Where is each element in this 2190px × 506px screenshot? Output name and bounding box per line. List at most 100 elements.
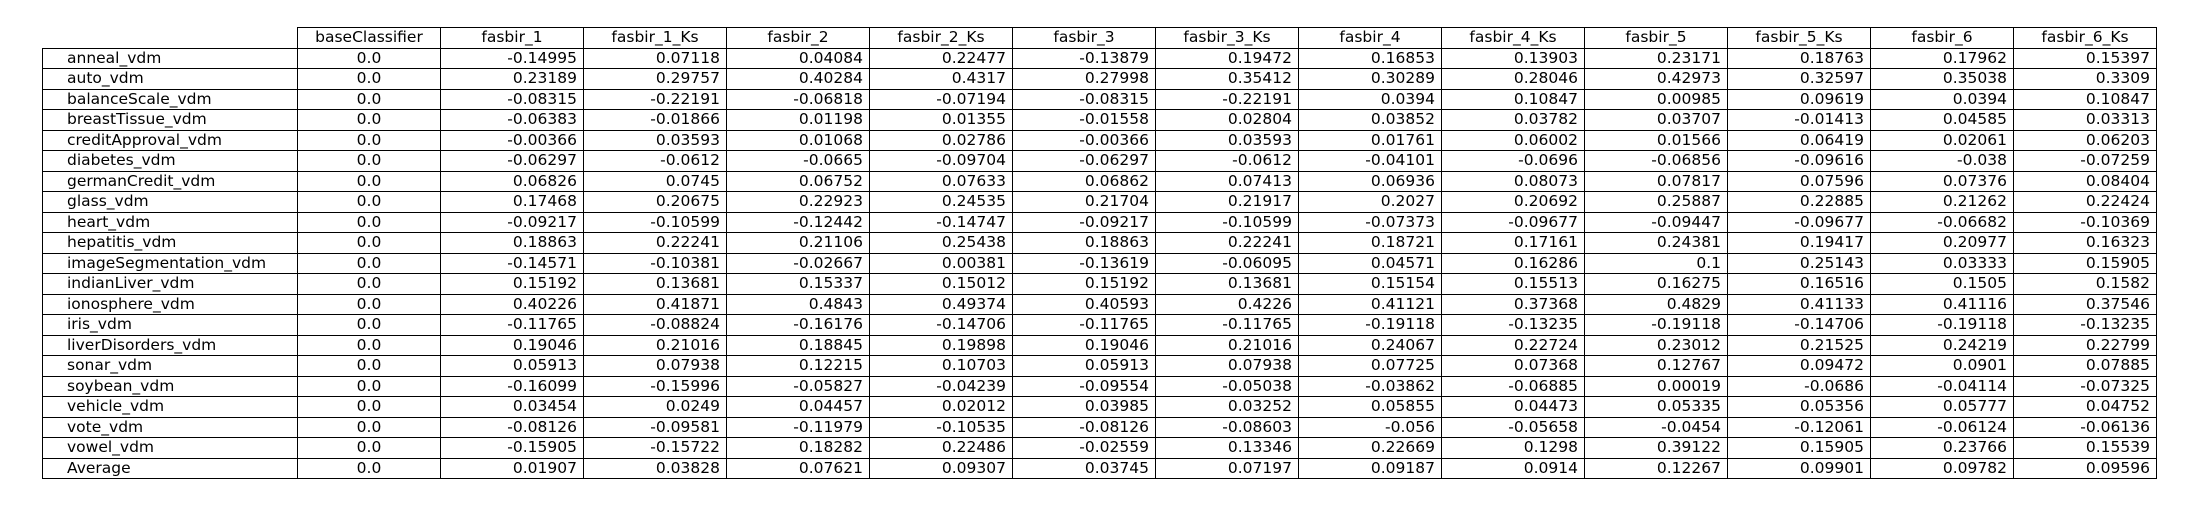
- table-cell: -0.00366: [440, 129, 584, 151]
- table-cell: 0.1505: [1870, 273, 2014, 295]
- table-cell: -0.02667: [726, 252, 870, 274]
- table-cell: 0.24219: [1870, 334, 2014, 356]
- table-cell: 0.15337: [726, 273, 870, 295]
- table-row: soybean_vdm 0.0 -0.16099 -0.15996 -0.05827 -0…: [42, 375, 2157, 397]
- table-cell: 0.18763: [1727, 47, 1871, 69]
- table-cell: -0.01558: [1012, 109, 1156, 131]
- table-row: breastTissue_vdm 0.0 -0.06383 -0.01866 0.011…: [42, 109, 2157, 131]
- table-cell: 0.0: [297, 314, 441, 336]
- table-cell: 0.07413: [1155, 170, 1299, 192]
- table-cell: 0.15513: [1441, 273, 1585, 295]
- table-cell: -0.04101: [1298, 150, 1442, 172]
- table-cell: 0.15012: [869, 273, 1013, 295]
- table-cell: 0.01761: [1298, 129, 1442, 151]
- results-table: baseClassifier fasbir_1 fasbir_1_Ks fasbir_…: [42, 27, 2157, 479]
- table-cell: 0.30289: [1298, 68, 1442, 90]
- table-cell: -0.22191: [583, 88, 727, 110]
- table-cell: -0.09554: [1012, 375, 1156, 397]
- table-cell: 0.39122: [1584, 437, 1728, 459]
- table-cell: 0.35412: [1155, 68, 1299, 90]
- table-cell: -0.07194: [869, 88, 1013, 110]
- table-cell: -0.09677: [1441, 211, 1585, 233]
- table-cell: -0.11979: [726, 416, 870, 438]
- table-cell: 0.24381: [1584, 232, 1728, 254]
- table-cell: 0.0745: [583, 170, 727, 192]
- table-cell: -0.16176: [726, 314, 870, 336]
- table-cell: 0.0249: [583, 396, 727, 418]
- table-row: heart_vdm 0.0 -0.09217 -0.10599 -0.12442 -0.1…: [42, 211, 2157, 233]
- table-cell: 0.25438: [869, 232, 1013, 254]
- table-cell: 0.19472: [1155, 47, 1299, 69]
- table-cell: -0.09217: [440, 211, 584, 233]
- table-cell: 0.27998: [1012, 68, 1156, 90]
- table-cell: -0.08126: [440, 416, 584, 438]
- table-cell: 0.0: [297, 170, 441, 192]
- table-cell: 0.4843: [726, 293, 870, 315]
- table-cell: 0.41121: [1298, 293, 1442, 315]
- corner-cell: [42, 27, 298, 49]
- table-cell: 0.20675: [583, 191, 727, 213]
- table-cell: 0.40226: [440, 293, 584, 315]
- table-cell: 0.22241: [1155, 232, 1299, 254]
- table-cell: 0.09782: [1870, 457, 2014, 479]
- table-row: vote_vdm 0.0 -0.08126 -0.09581 -0.11979 -0.10…: [42, 416, 2157, 438]
- row-label: imageSegmentation_vdm: [42, 252, 298, 274]
- table-cell: 0.19898: [869, 334, 1013, 356]
- table-cell: 0.29757: [583, 68, 727, 90]
- table-cell: 0.03593: [1155, 129, 1299, 151]
- table-cell: -0.11765: [1155, 314, 1299, 336]
- table-cell: -0.19118: [1870, 314, 2014, 336]
- table-cell: 0.03985: [1012, 396, 1156, 418]
- table-cell: 0.0: [297, 355, 441, 377]
- table-cell: -0.13619: [1012, 252, 1156, 274]
- table-cell: 0.13346: [1155, 437, 1299, 459]
- table-cell: 0.04752: [2013, 396, 2157, 418]
- table-cell: -0.06885: [1441, 375, 1585, 397]
- table-cell: 0.24535: [869, 191, 1013, 213]
- average-row: Average 0.0 0.01907 0.03828 0.07621 0.09307 0.…: [42, 457, 2157, 479]
- table-cell: -0.14571: [440, 252, 584, 274]
- row-label: balanceScale_vdm: [42, 88, 298, 110]
- table-cell: 0.02012: [869, 396, 1013, 418]
- table-cell: 0.19046: [1012, 334, 1156, 356]
- table-cell: 0.03454: [440, 396, 584, 418]
- table-cell: 0.16853: [1298, 47, 1442, 69]
- table-cell: 0.18863: [1012, 232, 1156, 254]
- table-cell: 0.05356: [1727, 396, 1871, 418]
- table-cell: -0.06124: [1870, 416, 2014, 438]
- table-cell: 0.07596: [1727, 170, 1871, 192]
- table-cell: -0.04239: [869, 375, 1013, 397]
- table-cell: -0.0696: [1441, 150, 1585, 172]
- table-cell: 0.0: [297, 47, 441, 69]
- table-cell: 0.03782: [1441, 109, 1585, 131]
- table-cell: -0.12442: [726, 211, 870, 233]
- table-cell: 0.37368: [1441, 293, 1585, 315]
- table-cell: 0.22669: [1298, 437, 1442, 459]
- table-cell: 0.0: [297, 129, 441, 151]
- column-header: fasbir_6: [1870, 27, 2014, 49]
- table-cell: 0.09307: [869, 457, 1013, 479]
- table-cell: 0.40593: [1012, 293, 1156, 315]
- table-cell: 0.01566: [1584, 129, 1728, 151]
- table-cell: 0.04585: [1870, 109, 2014, 131]
- table-cell: -0.14706: [1727, 314, 1871, 336]
- table-cell: 0.22486: [869, 437, 1013, 459]
- table-cell: -0.06383: [440, 109, 584, 131]
- table-cell: -0.09581: [583, 416, 727, 438]
- table-cell: 0.25143: [1727, 252, 1871, 274]
- row-label: glass_vdm: [42, 191, 298, 213]
- table-cell: 0.0: [297, 232, 441, 254]
- table-cell: 0.15192: [440, 273, 584, 295]
- table-cell: -0.06856: [1584, 150, 1728, 172]
- table-cell: 0.0: [297, 437, 441, 459]
- table-cell: -0.14747: [869, 211, 1013, 233]
- table-cell: 0.41133: [1727, 293, 1871, 315]
- row-label: vote_vdm: [42, 416, 298, 438]
- table-cell: 0.03745: [1012, 457, 1156, 479]
- table-cell: 0.32597: [1727, 68, 1871, 90]
- table-cell: 0.04473: [1441, 396, 1585, 418]
- table-row: hepatitis_vdm 0.0 0.18863 0.22241 0.21106 0.2…: [42, 232, 2157, 254]
- table-cell: 0.22424: [2013, 191, 2157, 213]
- table-cell: -0.09447: [1584, 211, 1728, 233]
- table-cell: 0.09472: [1727, 355, 1871, 377]
